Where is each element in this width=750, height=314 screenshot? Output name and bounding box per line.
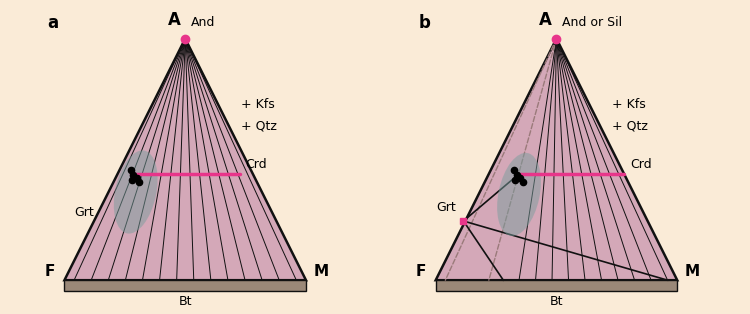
Polygon shape (436, 280, 677, 291)
Text: M: M (314, 264, 328, 279)
Text: Bt: Bt (550, 295, 563, 308)
Text: Grt: Grt (436, 201, 456, 214)
Text: M: M (685, 264, 700, 279)
Polygon shape (64, 280, 306, 291)
Text: F: F (416, 264, 426, 279)
Text: Crd: Crd (245, 159, 267, 171)
Ellipse shape (497, 153, 541, 236)
Text: A: A (538, 11, 552, 29)
Polygon shape (436, 39, 677, 280)
Text: And: And (191, 16, 216, 29)
Text: + Kfs: + Kfs (612, 98, 646, 111)
Text: a: a (47, 14, 58, 32)
Text: Bt: Bt (178, 295, 192, 308)
Text: + Qtz: + Qtz (241, 120, 277, 133)
Text: + Kfs: + Kfs (241, 98, 274, 111)
Text: Grt: Grt (74, 206, 94, 219)
Ellipse shape (114, 150, 158, 234)
Polygon shape (64, 39, 306, 280)
Text: A: A (167, 11, 181, 29)
Text: + Qtz: + Qtz (612, 120, 648, 133)
Text: F: F (44, 264, 55, 279)
Text: Crd: Crd (630, 159, 652, 171)
Text: And or Sil: And or Sil (562, 16, 622, 29)
Text: b: b (419, 14, 430, 32)
